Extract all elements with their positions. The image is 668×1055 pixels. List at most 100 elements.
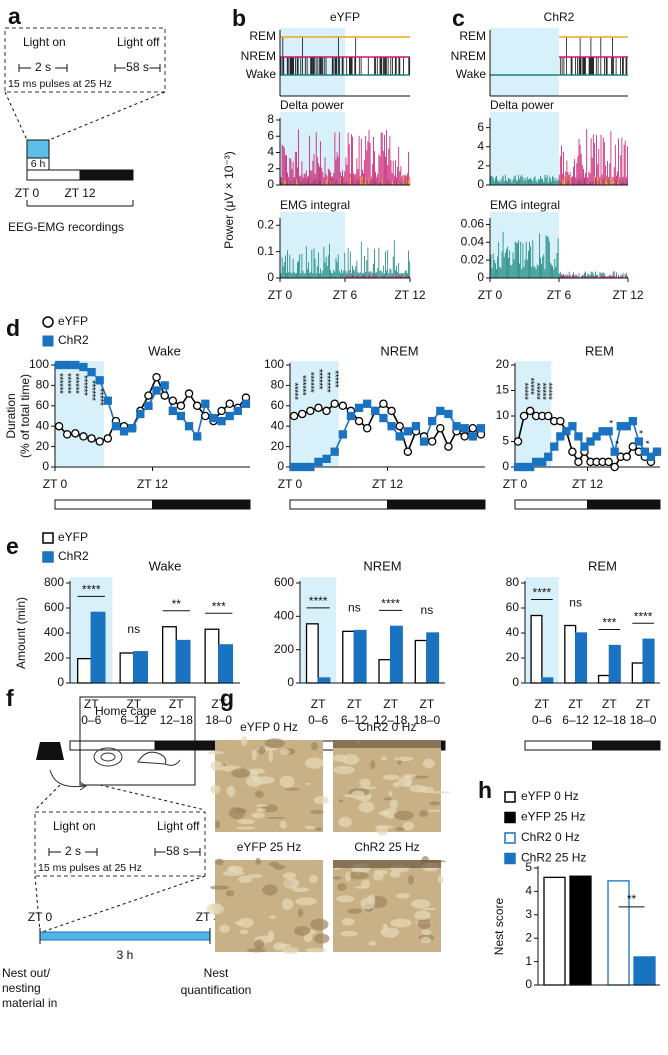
significance: ****** [305, 372, 316, 393]
data-point [444, 442, 453, 451]
data-point [379, 413, 388, 423]
x-tick-label: ZT [636, 697, 651, 711]
protocol-box [34, 811, 206, 877]
photo-texture [372, 871, 384, 881]
photo-texture [341, 918, 355, 926]
significance: ns [569, 596, 582, 610]
panel-title: eYFP [330, 10, 360, 24]
data-point [444, 409, 453, 419]
bar [317, 677, 331, 684]
y-tick-label: 0 [287, 675, 294, 689]
y-tick-label: 4 [525, 884, 532, 898]
y-tick-label: 4 [267, 145, 274, 159]
data-point [436, 423, 445, 433]
photo-texture [422, 758, 435, 769]
photo-texture [383, 797, 392, 801]
x-tick-label: ZT 0 [503, 477, 528, 491]
panel-title: ChR2 [544, 10, 575, 24]
data-point [411, 422, 421, 431]
photo-texture [215, 820, 221, 829]
significance: ***** [288, 383, 299, 401]
legend-label: eYFP [58, 314, 88, 328]
significance: **** [533, 586, 552, 600]
y-tick-label: 80 [36, 378, 50, 392]
significance: *** [212, 599, 226, 613]
photo-texture [360, 879, 371, 889]
y-tick-label: 0 [477, 270, 484, 284]
x-tick-label: ZT 12 [572, 477, 603, 491]
x-tick-label: 6–12 [562, 713, 589, 727]
photo-texture [228, 807, 246, 820]
legend-marker [42, 532, 54, 544]
photo-texture [292, 887, 310, 893]
legend-marker [42, 316, 54, 328]
state-label: REM [459, 29, 486, 43]
photo-texture [393, 810, 414, 821]
y-tick-label: 0.2 [257, 217, 274, 231]
photo-label: eYFP 0 Hz [240, 720, 298, 734]
bar [597, 674, 611, 684]
photo-texture [427, 809, 442, 812]
data-point [574, 457, 583, 467]
photo-texture [269, 915, 277, 919]
light-phase [54, 499, 153, 510]
x-tick-label: ZT [211, 697, 226, 711]
data-point [193, 432, 202, 441]
photo-texture [238, 875, 252, 883]
data-point [640, 447, 650, 456]
photo-texture [350, 790, 365, 800]
data-point [379, 399, 388, 409]
significance: ns [348, 601, 361, 615]
photo-texture [309, 874, 318, 884]
data-point [297, 409, 307, 419]
y-tick-label: 60 [506, 600, 520, 614]
trace-texture [280, 129, 411, 185]
photo-texture [247, 874, 263, 879]
data-point [436, 406, 445, 416]
photo-texture [226, 785, 236, 797]
photo-texture [388, 790, 393, 796]
bar [541, 677, 554, 684]
photo-texture [430, 791, 451, 794]
data-point [346, 411, 356, 421]
photo-texture [277, 943, 292, 948]
data-point [580, 442, 589, 451]
panel-label: b [232, 5, 246, 31]
x-tick-label: 0–6 [532, 713, 552, 727]
photo-texture [421, 907, 437, 911]
trace-texture [280, 240, 411, 278]
dark-phase [152, 499, 251, 510]
significance: ****** [297, 375, 308, 396]
dark-phase [79, 169, 134, 181]
photo-texture [412, 775, 430, 779]
photo-texture [297, 908, 304, 918]
photo-texture [409, 784, 427, 793]
photo-texture [210, 885, 230, 890]
photo-texture [294, 925, 311, 936]
x-tick-label: ZT 6 [333, 288, 358, 302]
data-point [363, 399, 372, 408]
significance: ** [172, 597, 182, 611]
data-point [128, 424, 137, 433]
data-point [119, 427, 129, 436]
data-point [634, 437, 644, 446]
significance: ****** [70, 373, 81, 394]
data-point [298, 462, 307, 472]
dark-phase [592, 740, 661, 751]
data-point [586, 437, 595, 446]
significance: ns [127, 622, 140, 636]
subplot-title: Wake [148, 343, 181, 358]
zoom-line [4, 91, 28, 141]
data-point [550, 442, 559, 451]
nest-icon [100, 752, 116, 762]
data-point [289, 462, 299, 472]
data-point [322, 454, 331, 463]
photo-texture [380, 756, 388, 761]
y-tick-label: 8 [267, 112, 274, 126]
legend-marker [42, 335, 54, 347]
x-tick-label: ZT [169, 697, 184, 711]
data-point [144, 401, 153, 410]
photo-texture [239, 929, 249, 935]
data-point [79, 362, 88, 372]
